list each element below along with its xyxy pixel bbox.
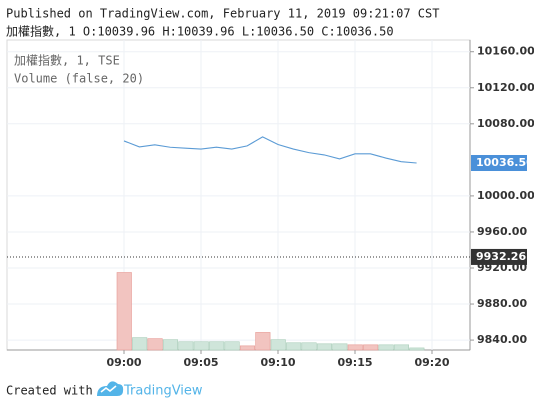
price-label-box xyxy=(471,155,527,172)
volume-bar xyxy=(239,345,255,351)
created-with: Created with xyxy=(6,384,93,398)
volume-bar xyxy=(332,343,348,351)
y-tick-label: 9880.00 xyxy=(477,297,527,310)
volume-legend: Volume (false, 20) xyxy=(14,72,144,86)
price-line xyxy=(123,136,417,164)
volume-bar xyxy=(316,343,333,351)
x-tick-label: 09:20 xyxy=(414,356,449,369)
volume-bar xyxy=(255,332,271,351)
y-tick-label: 10160.00 xyxy=(477,45,534,58)
volume-bar xyxy=(363,344,379,351)
volume-bar xyxy=(301,342,317,351)
y-tick-label: 10080.00 xyxy=(477,117,534,130)
volume-bar xyxy=(224,341,240,351)
x-tick-label: 09:15 xyxy=(337,356,372,369)
y-tick-label: 10120.00 xyxy=(477,81,534,94)
logo-cloud xyxy=(97,381,124,396)
volume-bar xyxy=(378,344,394,351)
series-legend: 加權指數, 1, TSE xyxy=(14,53,120,68)
volume-bar xyxy=(409,347,425,351)
grid xyxy=(7,40,470,350)
volume-bar xyxy=(347,344,363,351)
price-label: 10036.50 xyxy=(476,156,534,169)
y-tick-label: 10000.00 xyxy=(477,189,534,202)
volume-bar xyxy=(162,339,178,351)
x-tick-label: 09:05 xyxy=(183,356,218,369)
marks xyxy=(116,136,425,351)
pane-border xyxy=(6,39,471,351)
volume-bar xyxy=(209,341,225,351)
volume-bar xyxy=(393,344,410,351)
y-tick-label: 9840.00 xyxy=(477,333,527,346)
volume-bar xyxy=(132,337,148,351)
logo-line xyxy=(100,385,117,393)
ohlc-line: 加權指數, 1 O:10039.96 H:10039.96 L:10036.50… xyxy=(6,24,394,39)
volume-bar xyxy=(286,342,302,351)
x-tick-label: 09:00 xyxy=(106,356,141,369)
brand: TradingView xyxy=(123,384,203,399)
tradingview-logo xyxy=(97,381,124,396)
volume-bar xyxy=(193,341,209,351)
volume-bar xyxy=(270,339,286,351)
published-line: Published on TradingView.com, February 1… xyxy=(6,7,439,21)
y-tick-label: 9960.00 xyxy=(477,225,527,238)
volume-bar xyxy=(116,272,132,351)
x-tick-label: 09:10 xyxy=(260,356,295,369)
volume-bar xyxy=(147,338,163,351)
price-label-box xyxy=(471,248,527,265)
volume-bar xyxy=(178,341,194,351)
price-label: 9932.26 xyxy=(476,250,526,263)
